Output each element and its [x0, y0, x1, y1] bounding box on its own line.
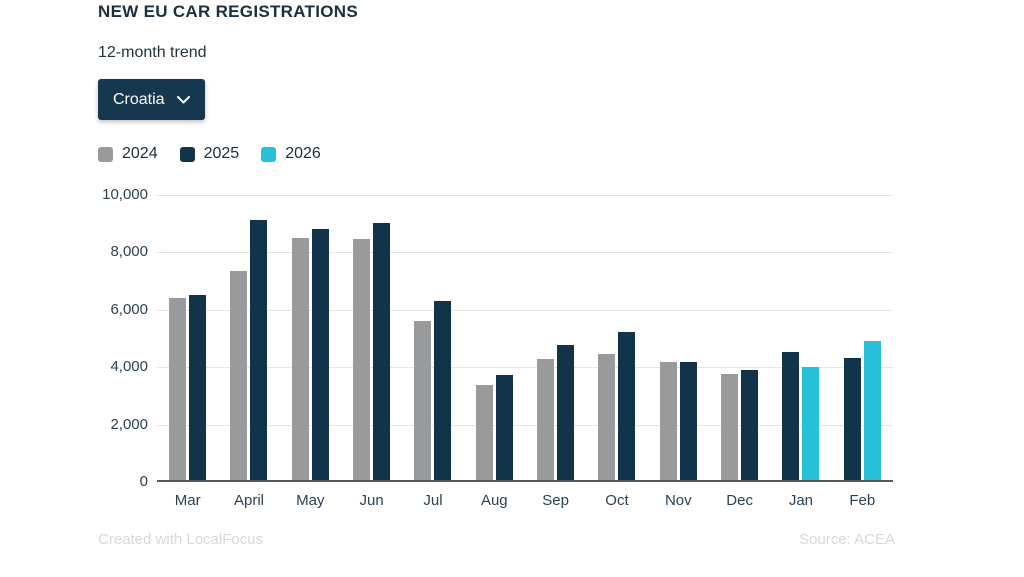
x-axis: Mar April May Jun Jul Aug Sep Oct Nov Dec Jan Feb [157, 492, 893, 509]
bar-group-sep [525, 195, 586, 480]
bar-group-dec [709, 195, 770, 480]
legend-item-2025: 2025 [179, 145, 240, 163]
bar-2024-may[interactable] [291, 237, 309, 480]
x-axis-label-oct: Oct [605, 492, 629, 509]
bar-2025-jul[interactable] [434, 300, 452, 480]
bar-groups [157, 195, 893, 480]
x-axis-label-jun: Jun [359, 492, 384, 509]
x-axis-label-nov: Nov [664, 492, 692, 509]
x-axis-label-feb: Feb [849, 492, 876, 509]
chevron-down-icon [176, 95, 190, 104]
bar-2024-oct[interactable] [598, 353, 616, 480]
y-axis-label: 4,000 [110, 358, 148, 376]
bar-2025-oct[interactable] [618, 332, 636, 480]
bar-2024-jun[interactable] [353, 238, 371, 480]
footer-source: Source: ACEA [799, 531, 895, 548]
bar-2025-jan[interactable] [782, 352, 800, 480]
gridline [157, 252, 893, 254]
legend-swatch-2024 [98, 146, 113, 162]
y-axis-label: 6,000 [110, 300, 148, 318]
bar-2025-dec[interactable] [741, 369, 759, 480]
x-axis-label-april: April [233, 492, 264, 509]
bar-2024-dec[interactable] [721, 373, 739, 480]
bar-2025-april[interactable] [250, 220, 268, 480]
gridline [157, 367, 893, 369]
x-axis-label-mar: Mar [174, 492, 201, 509]
x-axis-label-jul: Jul [423, 492, 443, 509]
bar-2025-may[interactable] [311, 228, 329, 480]
gridline [157, 195, 893, 196]
country-dropdown-label: Croatia [113, 90, 165, 108]
footer-credit: Created with LocalFocus [98, 531, 264, 548]
bar-2024-aug[interactable] [475, 385, 493, 480]
x-axis-label-dec: Dec [726, 492, 753, 509]
y-axis: 0 2,000 4,000 6,000 8,000 10,000 [55, 186, 148, 490]
legend-item-2026: 2026 [261, 145, 321, 163]
y-axis-label: 10,000 [102, 186, 148, 203]
x-axis-label-aug: Aug [480, 492, 508, 509]
chart-legend: 2024 2025 2026 [98, 145, 321, 163]
y-axis-label: 2,000 [110, 415, 148, 433]
gridline [157, 309, 893, 311]
bar-2024-sep[interactable] [537, 359, 555, 480]
page-title: NEW EU CAR REGISTRATIONS [98, 2, 358, 21]
bar-2025-feb[interactable] [843, 358, 861, 480]
legend-item-2024: 2024 [98, 145, 158, 163]
bar-2025-jun[interactable] [373, 223, 391, 480]
legend-swatch-2025 [179, 146, 195, 162]
y-axis-label: 0 [139, 473, 148, 490]
bar-2026-feb[interactable] [863, 340, 881, 480]
legend-label: 2026 [285, 145, 321, 162]
bar-2025-mar[interactable] [189, 294, 207, 480]
bar-2024-jul[interactable] [414, 320, 432, 480]
bar-group-aug [464, 195, 525, 480]
bar-group-oct [586, 195, 647, 480]
x-axis-label-jan: Jan [788, 492, 814, 509]
country-dropdown[interactable]: Croatia [98, 79, 205, 120]
bar-2025-aug[interactable] [495, 375, 513, 480]
bar-group-nov [648, 195, 709, 480]
bar-2025-sep[interactable] [557, 345, 575, 480]
bar-group-jul [402, 195, 463, 480]
legend-swatch-2026 [261, 146, 277, 162]
bar-group-jan [770, 195, 831, 480]
page-subtitle: 12-month trend [98, 44, 207, 61]
legend-label: 2025 [203, 145, 240, 162]
bar-2024-mar[interactable] [169, 297, 187, 480]
bar-2025-nov[interactable] [679, 362, 697, 480]
y-axis-label: 8,000 [110, 243, 148, 261]
bar-group-april [218, 195, 279, 480]
plot-area [157, 195, 893, 482]
bar-group-jun [341, 195, 402, 480]
x-axis-label-may: May [296, 492, 325, 509]
x-axis-label-sep: Sep [542, 492, 569, 509]
bar-2026-jan[interactable] [802, 366, 820, 480]
bar-group-feb [832, 195, 893, 480]
bar-group-mar [157, 195, 218, 480]
bar-2024-april[interactable] [230, 270, 248, 480]
gridline [157, 424, 893, 426]
bar-group-may [280, 195, 341, 480]
bar-2024-nov[interactable] [659, 362, 677, 480]
legend-label: 2024 [122, 145, 158, 162]
